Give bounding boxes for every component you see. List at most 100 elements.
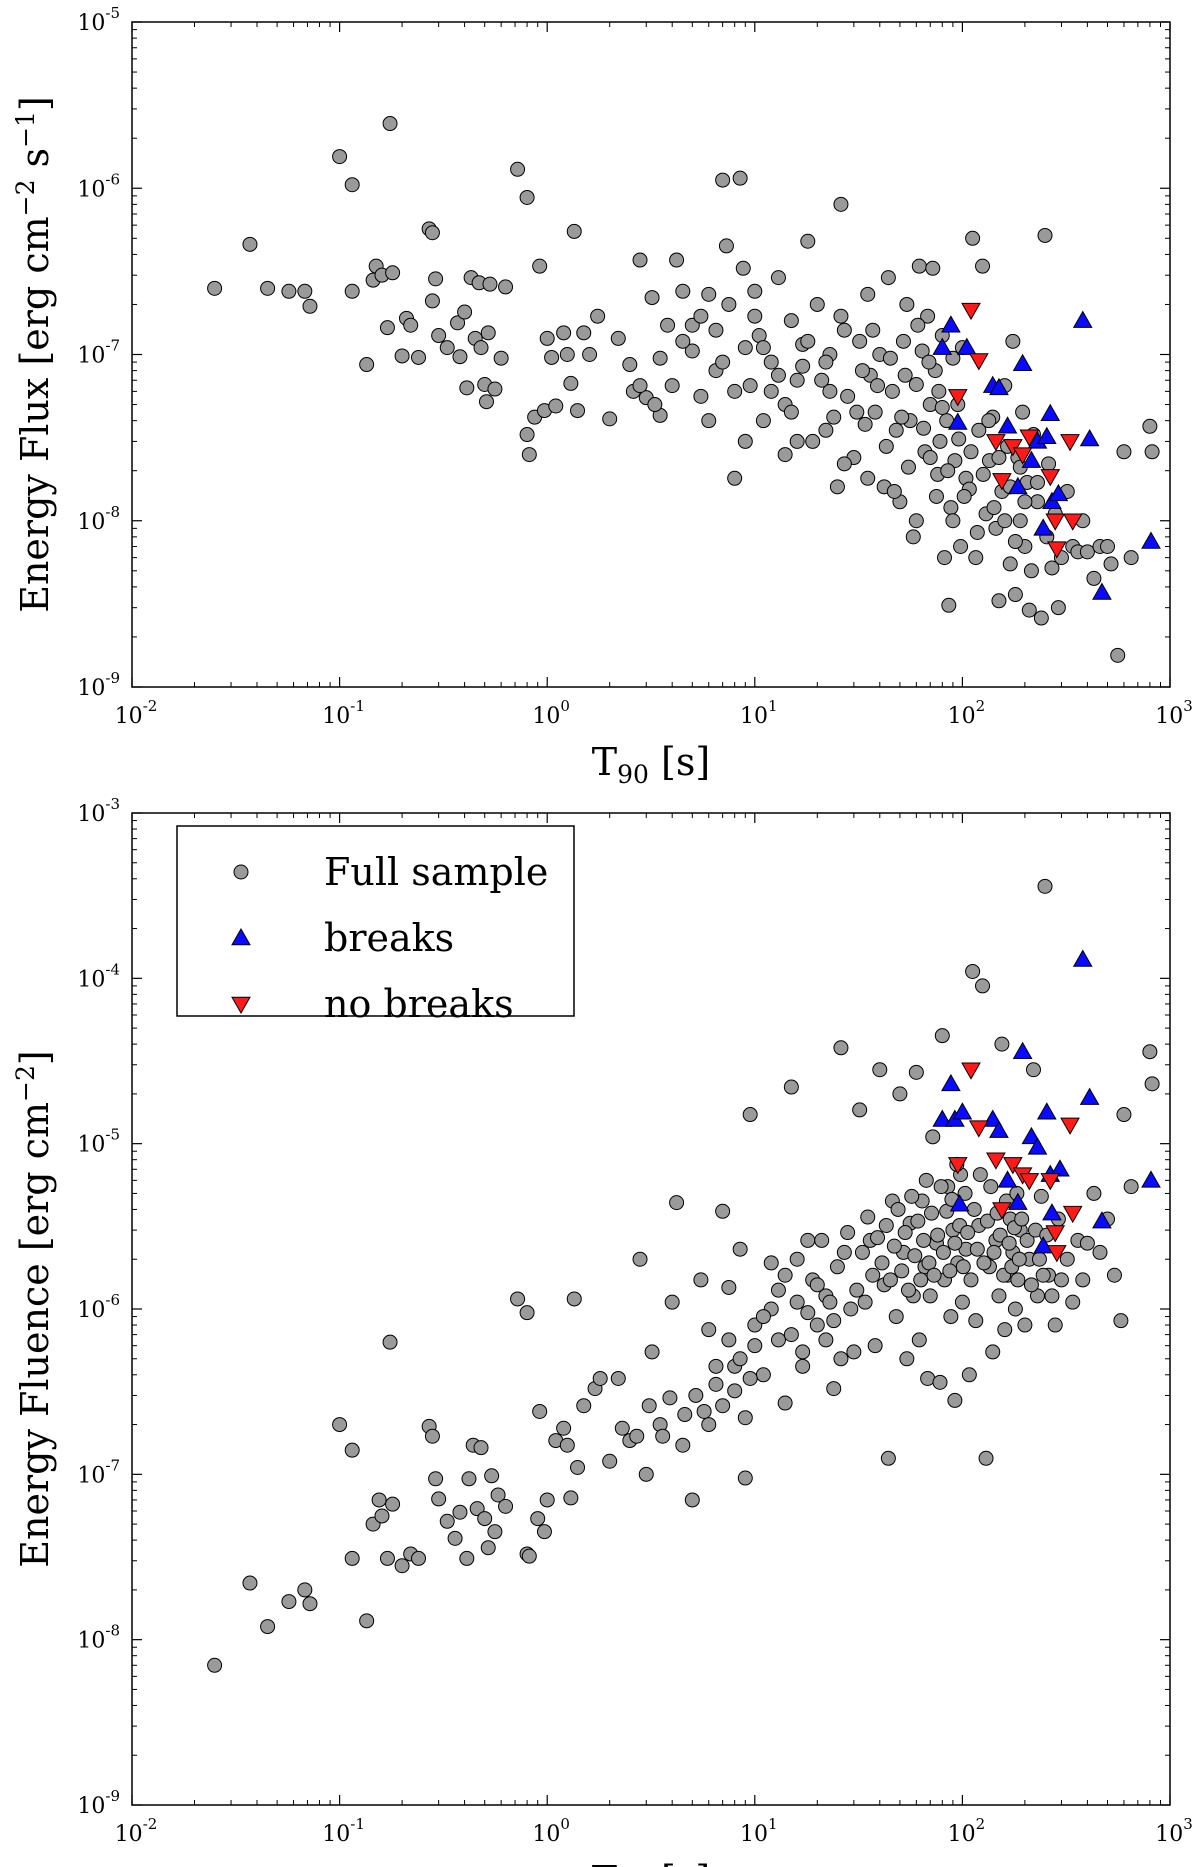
full-sample-point [1005,333,1021,349]
full-sample-point [1029,494,1045,510]
breaks-point [1079,1087,1100,1105]
full-sample-point [943,1309,959,1325]
no-breaks-point [1040,469,1061,487]
legend-label: Full sample [324,850,548,894]
full-sample-point [379,1550,395,1566]
full-sample-point [965,230,981,246]
full-sample-point [932,433,948,449]
full-sample-point [865,1267,881,1283]
full-sample-point [931,383,947,399]
no-breaks-point [1060,434,1080,452]
full-sample-point [920,1370,936,1386]
full-sample-point [344,1442,360,1458]
breaks-point [947,412,968,430]
no-breaks-point [947,1157,968,1175]
full-sample-point [548,398,564,414]
full-sample-point [382,116,398,132]
breaks-point [1021,1126,1042,1145]
no-breaks-point [947,389,968,407]
no-breaks-point [1019,429,1040,447]
full-sample-point [1007,587,1023,603]
series-Full-sample [207,116,1160,663]
full-sample-point [385,1496,401,1512]
full-sample-point [829,1259,845,1275]
full-sample-point [991,593,1007,609]
y-tick-label: 10-7 [77,1456,120,1488]
breaks-point [989,1120,1009,1138]
breaks-point [1079,429,1100,447]
full-sample-point [795,358,811,374]
full-sample-point [478,394,494,410]
no-breaks-point [968,1120,989,1138]
x-tick-label: 10-2 [115,697,158,729]
full-sample-point [763,354,779,370]
full-sample-point [905,529,921,545]
full-sample-point [622,357,638,373]
full-sample-point [886,1238,902,1254]
full-sample-point [559,347,575,362]
full-sample-point [783,404,799,420]
breaks-point [997,416,1018,434]
y-tick-label: 10-8 [77,1622,120,1654]
full-sample-point [332,149,348,165]
full-sample-point [840,1225,856,1241]
full-sample-point [519,1305,535,1321]
x-tick-label: 10-1 [322,1815,365,1847]
full-sample-point [544,349,560,365]
no-breaks-point [1045,513,1066,531]
full-sample-point [521,1548,537,1564]
full-sample-point [576,325,592,341]
full-sample-point [947,453,963,469]
full-sample-point [1100,539,1116,555]
full-sample-point [662,1390,678,1406]
breaks-point [1072,949,1093,967]
full-sample-point [297,1582,313,1598]
full-sample-point [884,383,900,399]
full-sample-point [1044,560,1060,576]
full-sample-point [809,1317,825,1333]
full-sample-point [921,354,937,370]
breaks-point [989,377,1009,396]
full-sample-point [737,340,753,356]
full-sample-point [344,1550,360,1566]
full-sample-point [818,422,834,438]
no-breaks-point [986,1152,1006,1170]
full-sample-point [493,350,509,366]
full-sample-point [602,411,618,427]
full-sample-point [281,1594,297,1610]
no-breaks-point [1019,1173,1040,1191]
y-tick-label: 10-4 [77,960,120,992]
full-sample-point [908,1064,924,1080]
full-sample-point [374,1508,390,1524]
full-sample-point [469,1501,485,1517]
full-sample-point [1023,563,1039,579]
full-sample-point [1144,444,1160,460]
full-sample-point [207,280,223,296]
full-sample-point [975,466,991,482]
no-breaks-point [961,302,981,321]
full-sample-point [777,1267,793,1283]
full-sample-point [669,252,685,268]
y-axis-label: Energy Fluence [erg cm−2] [11,1050,57,1567]
full-sample-point [207,1657,223,1673]
breaks-point [1027,1137,1048,1155]
full-sample-point [708,1376,724,1392]
full-sample-point [1033,610,1049,626]
full-sample-point [991,450,1007,466]
full-sample-point [701,1417,717,1433]
full-sample-point [1011,1251,1027,1267]
breaks-point [1048,483,1069,502]
full-sample-point [789,372,805,388]
full-sample-point [789,433,805,449]
full-sample-point [870,1230,886,1246]
full-sample-point [800,1305,816,1321]
full-sample-point [904,1188,920,1204]
full-sample-point [963,1272,979,1288]
full-sample-point [590,308,606,324]
full-sample-point [857,1294,873,1310]
no-breaks-point [992,1202,1012,1220]
x-axis-label: T90 [s] [592,740,710,789]
full-sample-point [900,459,916,475]
full-sample-point [833,1040,849,1056]
breaks-point [1033,1236,1054,1254]
